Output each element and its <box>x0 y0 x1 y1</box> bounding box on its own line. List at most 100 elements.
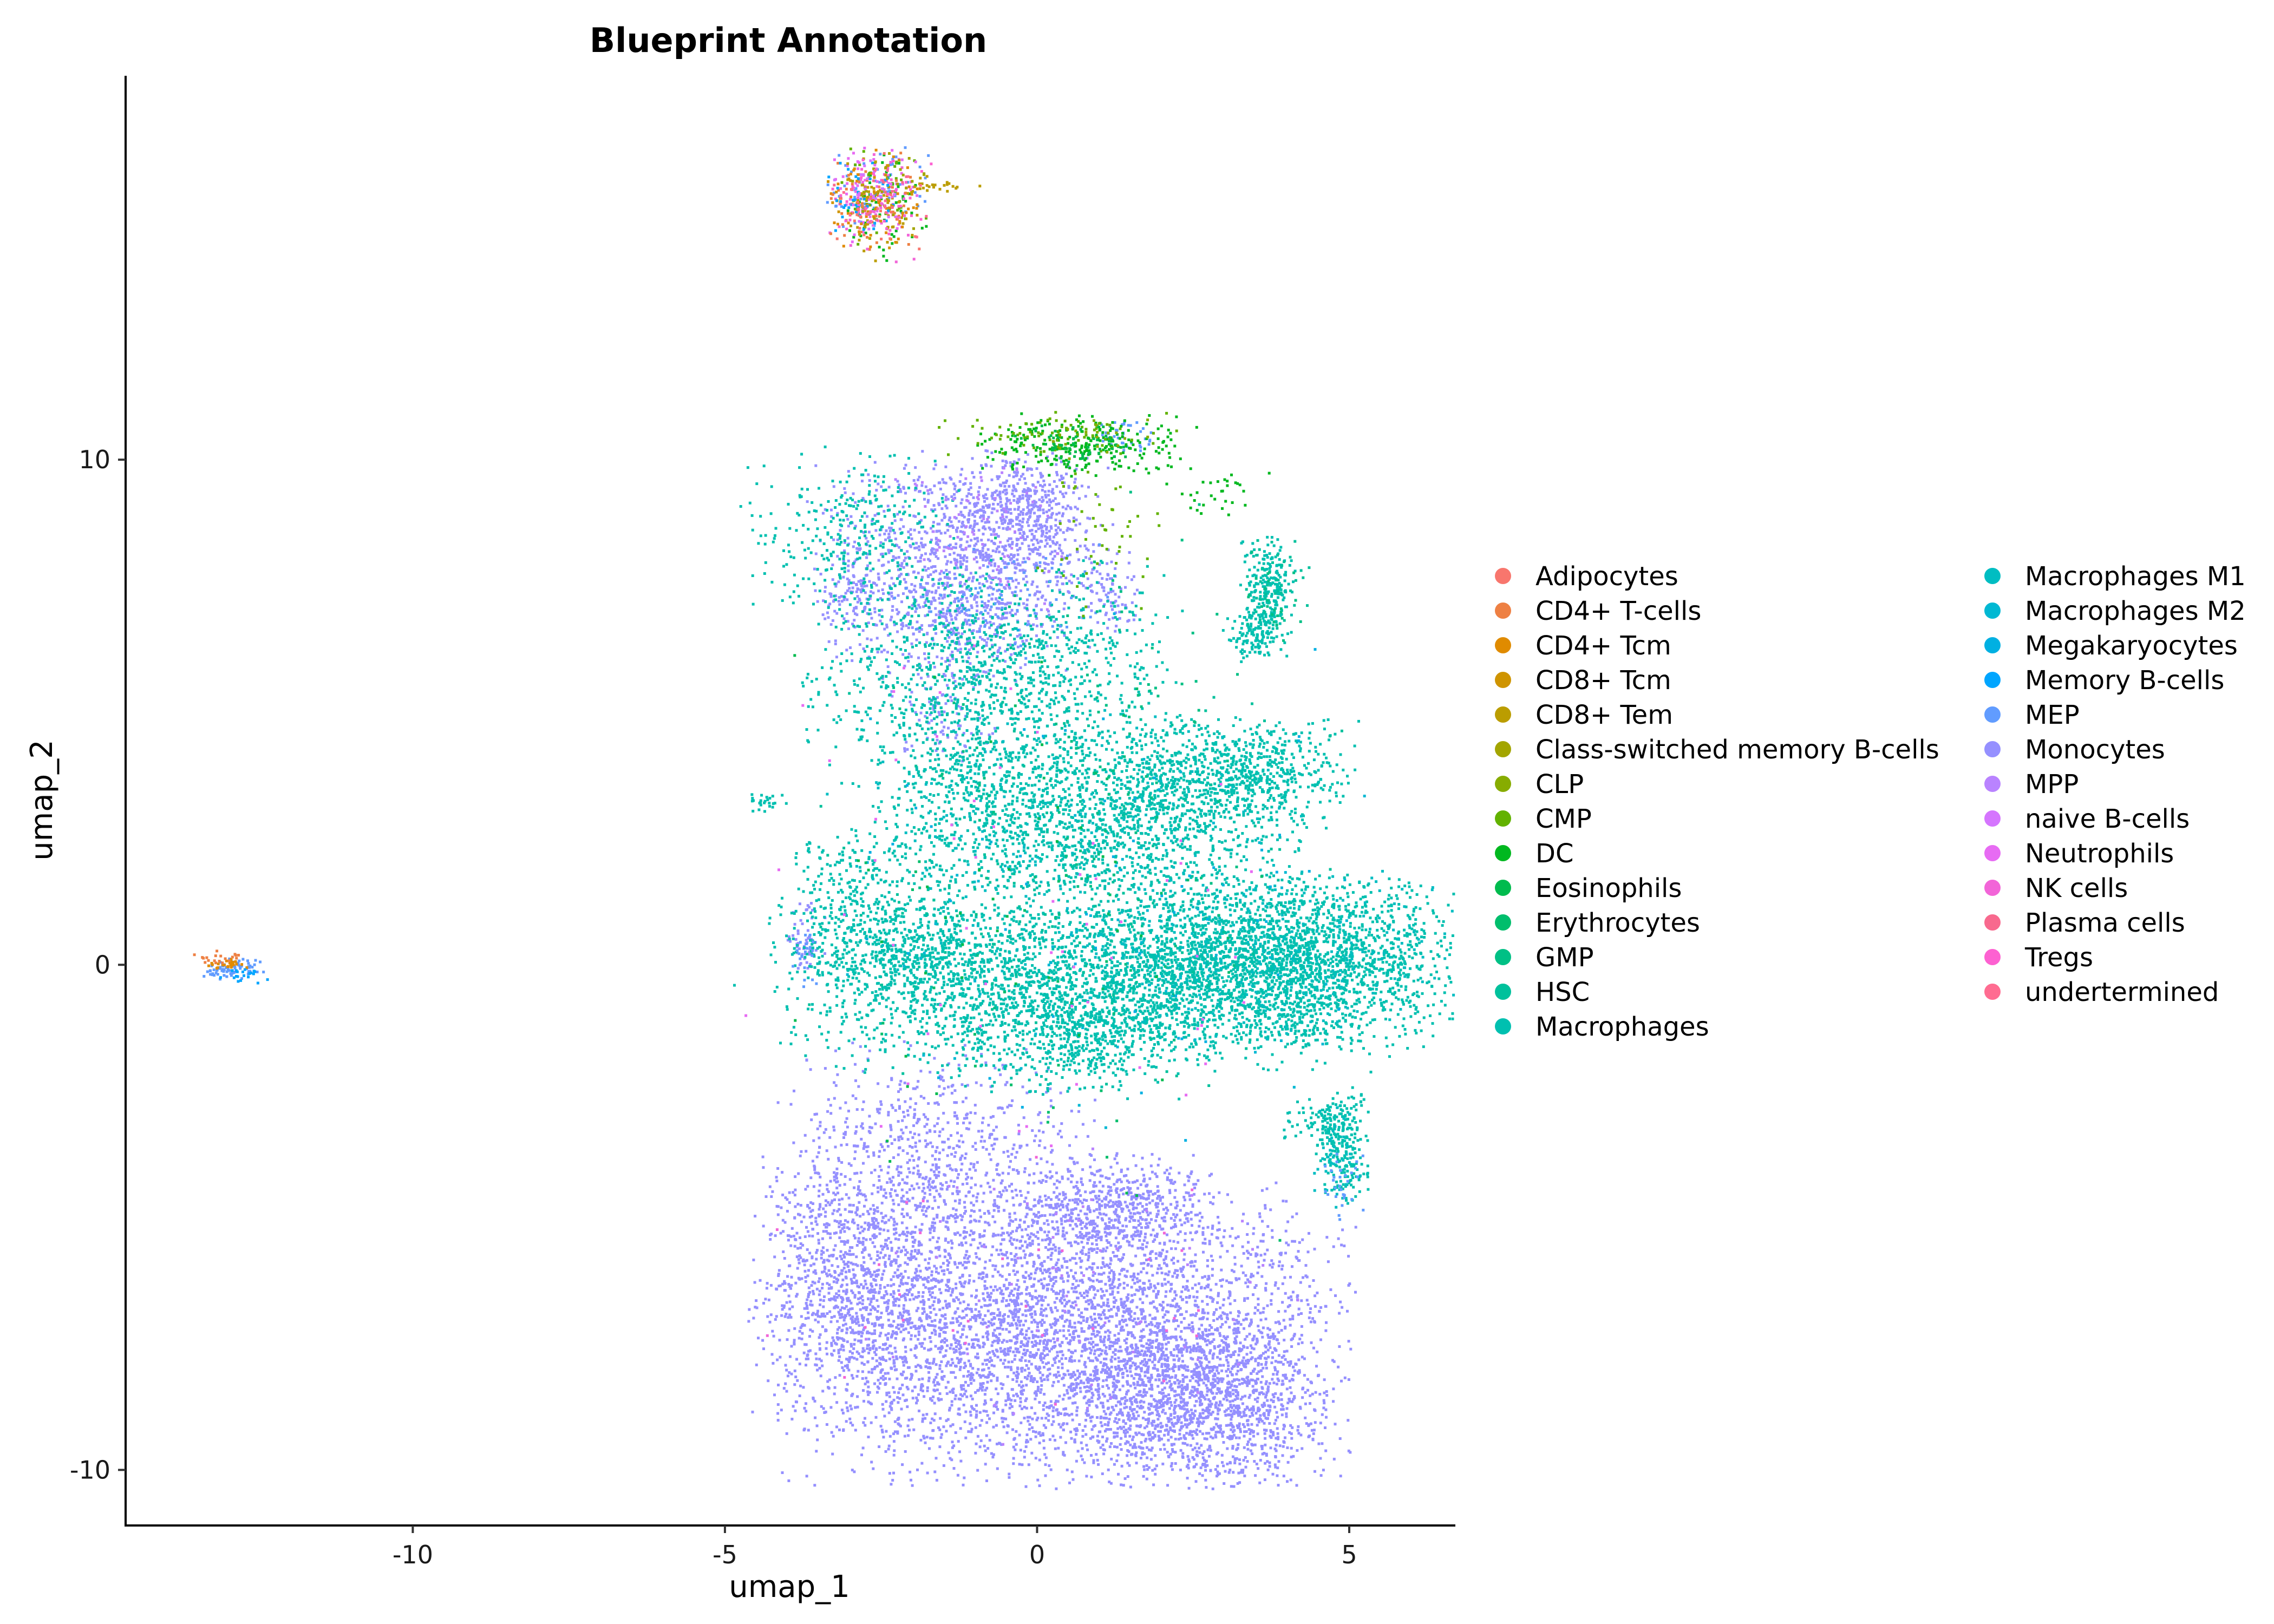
scatter-point <box>988 1298 991 1301</box>
scatter-point <box>963 1420 966 1423</box>
scatter-point <box>1051 1278 1054 1281</box>
scatter-point <box>1018 1358 1022 1361</box>
scatter-point <box>1244 1317 1247 1320</box>
scatter-point <box>1147 1286 1150 1289</box>
scatter-point <box>1045 1234 1049 1237</box>
scatter-point <box>949 1294 952 1297</box>
scatter-point <box>1157 1325 1160 1328</box>
scatter-point <box>1230 1413 1233 1417</box>
scatter-point <box>975 1317 978 1320</box>
scatter-point <box>1064 1193 1067 1196</box>
scatter-point <box>1217 1216 1219 1219</box>
scatter-point <box>1233 1256 1237 1259</box>
scatter-point <box>1317 1442 1321 1445</box>
scatter-point <box>1045 1332 1049 1335</box>
scatter-point <box>1160 1357 1163 1360</box>
scatter-point <box>1006 1231 1009 1234</box>
scatter-point <box>1018 1320 1021 1324</box>
scatter-point <box>1325 1321 1328 1324</box>
scatter-point <box>941 1378 944 1381</box>
scatter-point <box>1095 1372 1099 1375</box>
scatter-point <box>1145 1391 1148 1394</box>
scatter-point <box>892 1361 896 1365</box>
scatter-point <box>1149 1404 1153 1407</box>
scatter-point <box>1062 1229 1064 1233</box>
scatter-point <box>992 1233 995 1236</box>
scatter-point <box>1015 1194 1018 1197</box>
scatter-point <box>1018 1463 1021 1466</box>
scatter-point <box>1052 1290 1055 1293</box>
scatter-point <box>1044 1463 1047 1466</box>
scatter-point <box>1226 1462 1229 1465</box>
scatter-point <box>959 1353 962 1356</box>
scatter-point <box>1171 1423 1174 1426</box>
scatter-point <box>1227 1281 1231 1284</box>
scatter-point <box>979 1313 982 1317</box>
scatter-point <box>1098 1203 1101 1206</box>
scatter-point <box>1028 1337 1031 1340</box>
scatter-point <box>1021 1333 1024 1336</box>
scatter-point <box>950 1371 953 1374</box>
scatter-point <box>1099 1313 1102 1317</box>
scatter-point <box>910 1334 913 1337</box>
scatter-point <box>1117 1356 1120 1359</box>
scatter-point <box>1182 1404 1185 1407</box>
scatter-point <box>1086 1413 1089 1416</box>
scatter-point <box>1125 1235 1128 1239</box>
scatter-point <box>1220 1453 1224 1457</box>
scatter-point <box>978 1273 981 1276</box>
scatter-point <box>896 1268 899 1272</box>
scatter-point <box>881 1403 884 1406</box>
scatter-point <box>998 1311 1002 1314</box>
scatter-point <box>1015 1430 1018 1433</box>
scatter-point <box>1045 1406 1049 1409</box>
scatter-point <box>819 1298 822 1301</box>
scatter-point <box>1096 1343 1099 1346</box>
scatter-point <box>1040 1278 1043 1281</box>
scatter-point <box>1052 1337 1055 1340</box>
scatter-point <box>1178 1385 1181 1389</box>
scatter-point <box>1269 1346 1272 1349</box>
scatter-point <box>1062 1291 1065 1294</box>
scatter-point <box>1014 1273 1017 1276</box>
scatter-point <box>1164 1365 1167 1368</box>
scatter-point <box>1192 1349 1195 1352</box>
scatter-point <box>1216 1366 1219 1369</box>
scatter-point <box>1258 1481 1262 1484</box>
scatter-point <box>930 1295 933 1299</box>
scatter-point <box>893 1298 896 1301</box>
scatter-point <box>954 1220 957 1223</box>
scatter-point <box>1198 1334 1201 1337</box>
scatter-point <box>977 1356 980 1359</box>
scatter-point <box>1139 1457 1142 1459</box>
scatter-point <box>1138 1351 1141 1354</box>
scatter-point <box>1141 1301 1145 1304</box>
scatter-point <box>1018 1404 1022 1407</box>
scatter-point <box>1196 1342 1199 1345</box>
scatter-point <box>1038 1458 1041 1462</box>
scatter-point <box>1262 1326 1265 1330</box>
scatter-point <box>1232 1404 1236 1407</box>
scatter-point <box>912 1276 916 1279</box>
scatter-point <box>1203 1458 1206 1462</box>
scatter-point <box>1277 1437 1279 1440</box>
scatter-point <box>1049 1279 1053 1282</box>
scatter-point <box>1242 1213 1245 1216</box>
scatter-point <box>1002 1238 1005 1241</box>
scatter-point <box>996 1339 999 1343</box>
scatter-point <box>918 1318 921 1321</box>
scatter-point <box>1006 1375 1009 1378</box>
scatter-point <box>1174 1314 1177 1318</box>
scatter-point <box>1192 1347 1195 1350</box>
scatter-point <box>1221 1278 1224 1281</box>
scatter-point <box>1089 1315 1093 1319</box>
scatter-point <box>1232 1332 1236 1335</box>
scatter-point <box>1088 1398 1091 1402</box>
scatter-point <box>1151 1424 1154 1427</box>
scatter-point <box>1080 1260 1082 1263</box>
scatter-point <box>1229 1291 1232 1294</box>
scatter-point <box>1022 1324 1025 1327</box>
scatter-point <box>1175 1276 1179 1279</box>
scatter-point <box>1137 1414 1140 1417</box>
scatter-point <box>1334 1294 1337 1297</box>
